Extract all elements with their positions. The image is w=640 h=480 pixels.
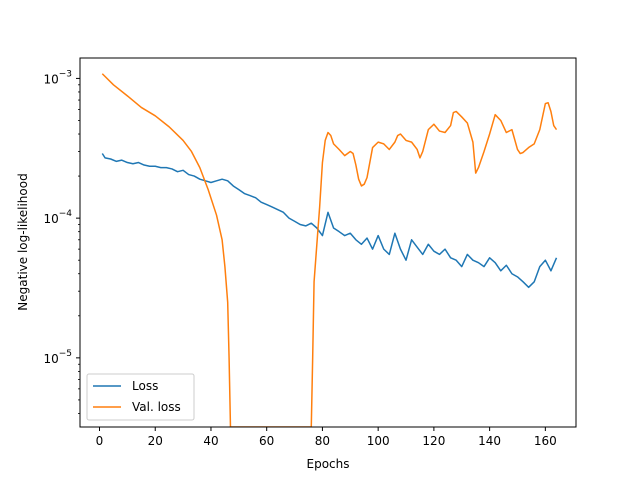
y-axis-label: Negative log-likelihood bbox=[16, 173, 30, 310]
x-tick-label: 160 bbox=[534, 434, 557, 448]
x-axis: 0 20 40 60 80 100 120 140 160 bbox=[96, 427, 557, 448]
y-axis: 10−5 10−4 10−3 bbox=[43, 69, 80, 414]
series-line-loss bbox=[101, 153, 558, 289]
x-tick-label: 120 bbox=[422, 434, 445, 448]
legend-label-loss: Loss bbox=[132, 379, 158, 393]
x-tick-label: 0 bbox=[96, 434, 104, 448]
plot-frame bbox=[79, 57, 577, 428]
x-tick-label: 140 bbox=[478, 434, 501, 448]
y-tick-label: 10−3 bbox=[43, 69, 72, 86]
plot-lines bbox=[101, 73, 558, 427]
y-tick-label: 10−4 bbox=[43, 209, 72, 226]
x-tick-label: 80 bbox=[315, 434, 330, 448]
x-tick-label: 20 bbox=[148, 434, 163, 448]
legend: Loss Val. loss bbox=[86, 373, 195, 421]
x-axis-label: Epochs bbox=[307, 457, 350, 471]
x-tick-label: 60 bbox=[259, 434, 274, 448]
series-line-val-loss bbox=[101, 73, 558, 427]
legend-label-val-loss: Val. loss bbox=[132, 400, 181, 414]
x-tick-label: 100 bbox=[367, 434, 390, 448]
y-tick-label: 10−5 bbox=[43, 349, 72, 366]
x-tick-label: 40 bbox=[203, 434, 218, 448]
